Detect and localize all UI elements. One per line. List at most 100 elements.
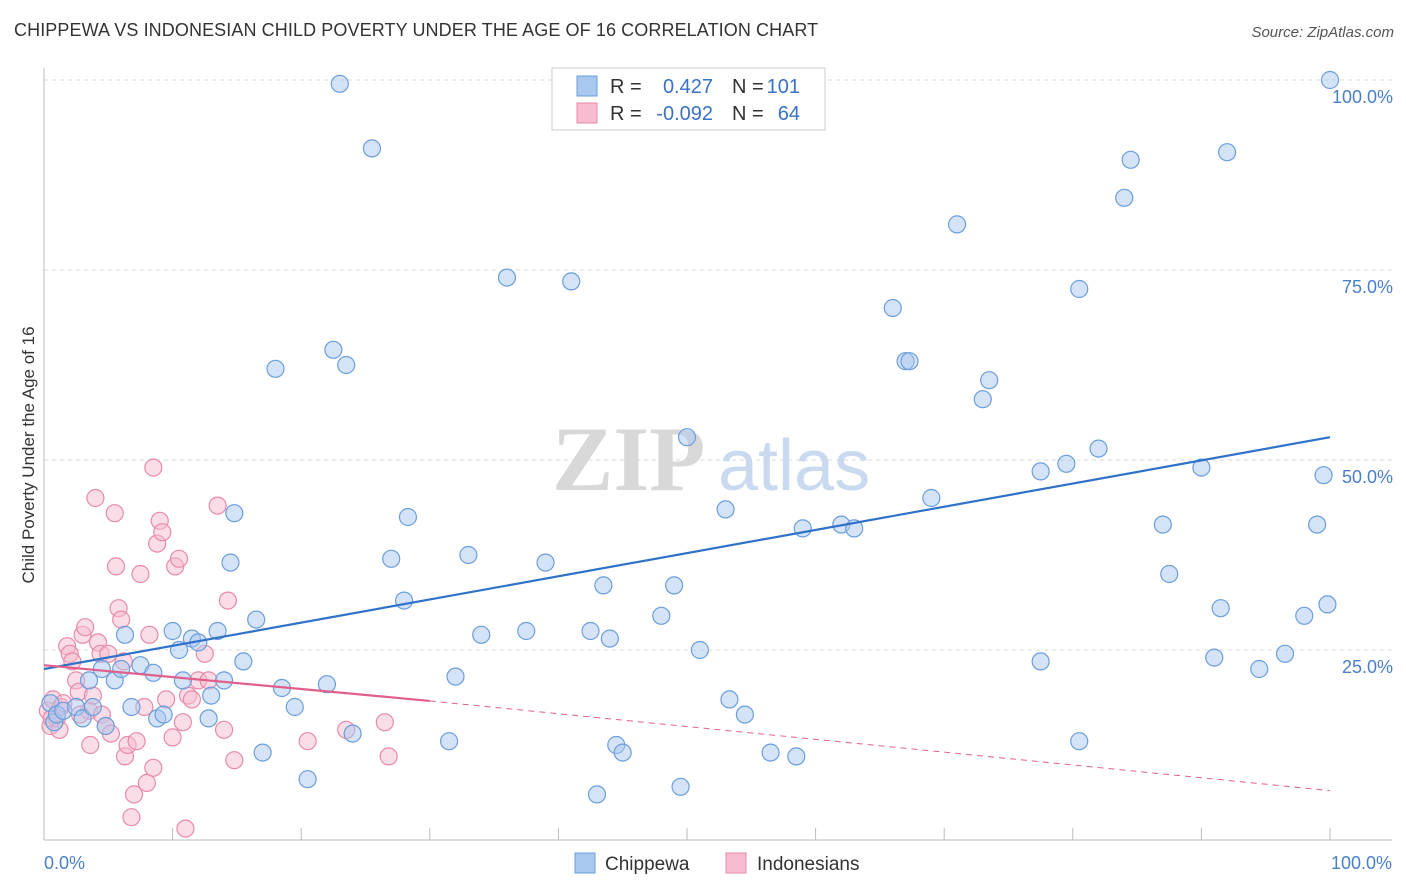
indonesians-point-23 <box>105 504 124 523</box>
chippewa-point-5 <box>73 709 92 728</box>
chippewa-point-32 <box>266 359 285 378</box>
legend-r-value-chippewa: 0.427 <box>663 76 713 98</box>
chippewa-point-96 <box>1308 515 1327 534</box>
chart-title: CHIPPEWA VS INDONESIAN CHILD POVERTY UND… <box>14 20 819 40</box>
y-axis-label: Child Poverty Under the Age of 16 <box>19 326 38 583</box>
chippewa-point-47 <box>459 545 478 565</box>
chippewa-point-78 <box>980 371 999 390</box>
chippewa-point-87 <box>1153 515 1172 534</box>
x-tick-label-max: 100.0% <box>1331 853 1392 873</box>
indonesians-point-32 <box>127 732 146 751</box>
chippewa-point-49 <box>497 268 517 287</box>
chippewa-point-6 <box>79 671 99 690</box>
chippewa-point-42 <box>382 549 401 568</box>
legend: R = 0.427 N = 101 R = -0.092 N = 64 <box>551 67 826 131</box>
indonesians-point-46 <box>173 713 192 732</box>
chippewa-point-82 <box>1070 279 1089 299</box>
chippewa-point-94 <box>1275 644 1295 663</box>
chippewa-point-60 <box>665 576 684 595</box>
chippewa-point-77 <box>973 390 992 409</box>
chippewa-point-29 <box>234 652 253 671</box>
chippewa-point-62 <box>677 428 697 447</box>
indonesians-point-16 <box>86 488 105 508</box>
legend-r-label-chippewa: R = <box>610 76 642 98</box>
indonesians-point-42 <box>157 690 176 709</box>
chippewa-point-34 <box>285 697 304 717</box>
x-tick-label-min: 0.0% <box>44 853 85 873</box>
chippewa-point-45 <box>446 667 465 686</box>
x-ticks <box>43 828 1331 840</box>
bottom-legend-swatch-chippewa <box>574 852 596 874</box>
chippewa-point-99 <box>1320 70 1340 90</box>
chippewa-point-67 <box>761 743 780 762</box>
indonesians-point-54 <box>214 720 234 739</box>
indonesians-point-35 <box>137 773 156 793</box>
indonesians-point-38 <box>144 758 163 777</box>
chippewa-point-97 <box>1314 466 1333 485</box>
chippewa-point-64 <box>716 500 735 519</box>
trend-lines <box>43 436 1331 792</box>
watermark: ZIP atlas <box>552 408 870 510</box>
chippewa-point-89 <box>1192 458 1211 477</box>
indonesians-point-24 <box>106 557 126 576</box>
chippewa-point-23 <box>202 686 221 705</box>
indonesians-point-43 <box>163 728 182 747</box>
chippewa-point-31 <box>253 743 272 762</box>
chippewa-point-38 <box>330 74 349 93</box>
chippewa-point-65 <box>720 690 739 709</box>
chippewa-point-36 <box>317 675 337 694</box>
indonesians-point-31 <box>124 785 144 804</box>
chippewa-point-75 <box>922 488 941 508</box>
chippewa-point-56 <box>600 629 619 648</box>
indonesians-point-33 <box>131 564 150 584</box>
chippewa-point-12 <box>115 625 135 644</box>
bottom-legend-chippewa: Chippewa <box>605 854 690 875</box>
chippewa-point-76 <box>947 215 967 234</box>
chippewa-point-40 <box>343 724 362 743</box>
indonesians-point-12 <box>76 618 95 637</box>
chippewa-point-91 <box>1211 599 1230 618</box>
indonesians-point-59 <box>375 713 394 732</box>
indonesians-point-47 <box>176 819 195 838</box>
y-tick-labels: 25.0% 50.0% 75.0% 100.0% <box>1332 87 1393 677</box>
chippewa-point-54 <box>587 785 607 804</box>
chippewa-point-25 <box>199 709 218 728</box>
grid-lines <box>44 79 1392 651</box>
indonesians-trend-line <box>43 664 430 703</box>
chippewa-point-46 <box>439 732 459 751</box>
chippewa-point-9 <box>96 716 115 736</box>
chippewa-point-74 <box>900 352 919 371</box>
chippewa-point-17 <box>154 705 173 724</box>
legend-r-label-indonesians: R = <box>610 103 642 125</box>
chart-source: Source: ZipAtlas.com <box>1251 24 1394 41</box>
indonesians-point-55 <box>218 591 237 610</box>
chippewa-point-18 <box>163 621 182 641</box>
chippewa-point-61 <box>671 777 690 796</box>
chippewa-point-39 <box>337 355 356 375</box>
chippewa-point-52 <box>562 272 581 291</box>
legend-n-value-chippewa: 101 <box>767 76 800 98</box>
indonesians-point-56 <box>225 751 244 770</box>
chippewa-point-13 <box>122 697 141 717</box>
chippewa-point-51 <box>536 553 555 572</box>
chippewa-point-43 <box>394 591 414 610</box>
watermark-zip: ZIP <box>552 408 705 510</box>
indonesians-trend-extension <box>429 700 1331 792</box>
chippewa-point-28 <box>225 504 244 523</box>
chippewa-point-11 <box>112 659 131 679</box>
chippewa-point-68 <box>787 747 806 766</box>
chippewa-point-80 <box>1031 652 1050 671</box>
y-tick-label-75: 75.0% <box>1342 277 1393 297</box>
chippewa-point-55 <box>594 576 613 595</box>
y-tick-label-100: 100.0% <box>1332 87 1393 107</box>
indonesians-point-37 <box>144 458 163 477</box>
chippewa-point-53 <box>581 621 600 641</box>
chippewa-point-72 <box>883 298 902 318</box>
indonesians-point-36 <box>140 625 159 644</box>
chippewa-point-48 <box>472 625 491 644</box>
indonesians-point-49 <box>182 690 201 709</box>
chippewa-point-27 <box>221 553 240 572</box>
chippewa-point-63 <box>690 640 709 660</box>
indonesians-point-21 <box>99 644 118 663</box>
